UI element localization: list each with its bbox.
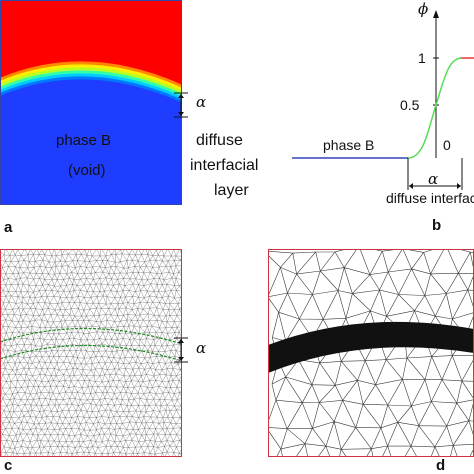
- panel-a: phase B (void) α diffuse interfacial lay…: [0, 0, 259, 236]
- panel-letter-b: b: [432, 217, 442, 234]
- fine-mesh-image: [0, 249, 182, 457]
- tick-label-1: 1: [418, 50, 426, 66]
- panel-c: α c: [0, 245, 230, 474]
- panel-d: d: [260, 245, 474, 474]
- tick-label-05: 0.5: [400, 97, 420, 113]
- tick-label-0: 0: [443, 137, 451, 153]
- alpha-marker-c: [174, 337, 188, 363]
- adaptive-mesh-image: [268, 249, 474, 457]
- panel-letter-d: d: [436, 457, 446, 474]
- phase-b-label: phase B: [56, 132, 112, 149]
- void-label: (void): [68, 162, 106, 179]
- alpha-marker-a: [174, 92, 188, 118]
- layer-label: layer: [214, 182, 249, 199]
- panel-letter-c: c: [4, 457, 13, 474]
- alpha-label-b: α: [428, 170, 439, 188]
- alpha-label-c: α: [196, 339, 207, 357]
- diffuse-interfacial-label-b: diffuse interfacial: [386, 190, 474, 206]
- phase-field-image: [0, 0, 182, 205]
- diffuse-label: diffuse: [196, 132, 243, 149]
- alpha-label-a: α: [196, 93, 207, 111]
- phase-b-label-b: phase B: [323, 137, 375, 153]
- interfacial-label: interfacial: [190, 157, 259, 174]
- phi-profile-plot: [292, 10, 474, 190]
- panel-b: ϕ 1 0.5 0 phase B α diffuse interfacial …: [290, 0, 474, 240]
- panel-letter-a: a: [4, 219, 13, 236]
- phi-axis-label: ϕ: [418, 0, 429, 18]
